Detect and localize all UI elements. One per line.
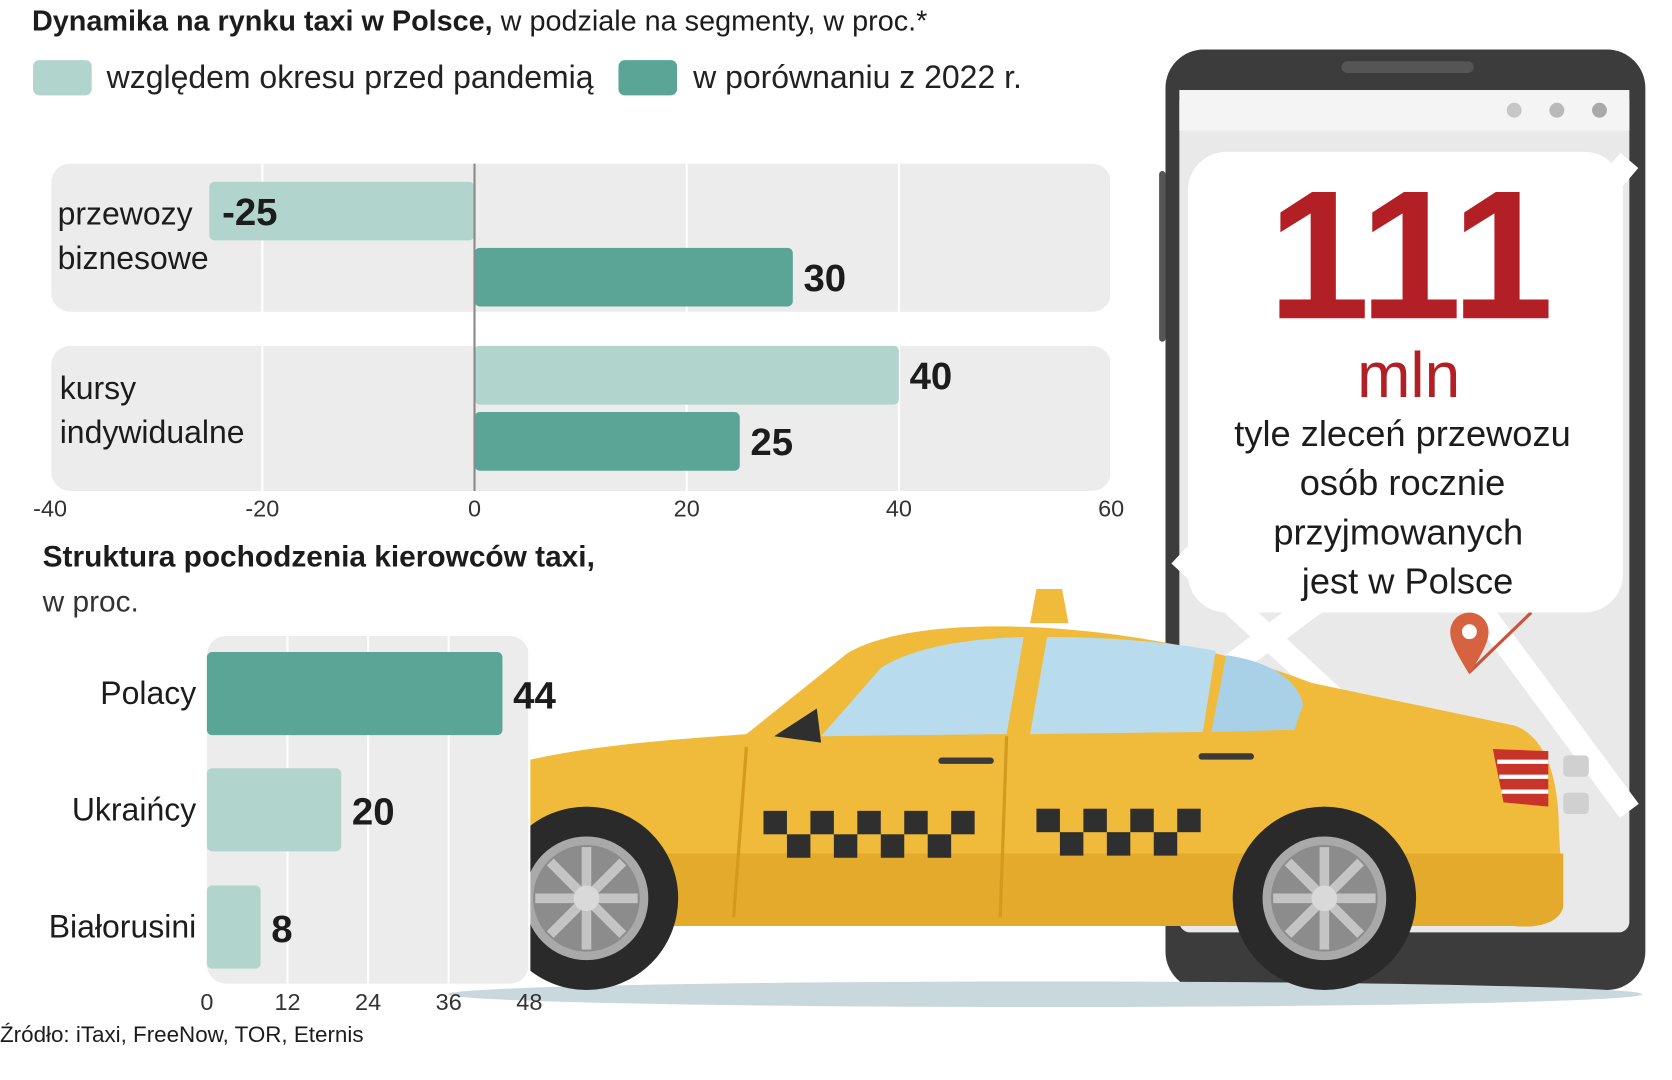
chart2-value-label: 20 xyxy=(352,791,395,834)
orders-number: 111 xyxy=(1268,152,1554,357)
chart2-value-label: 44 xyxy=(513,674,556,717)
chart2-category-label: Ukraińcy xyxy=(72,791,196,827)
orders-caption-line1: tyle zleceń przewozu xyxy=(1234,413,1570,454)
chart2-tick-label: 24 xyxy=(355,989,381,1015)
chart1-value-label: 25 xyxy=(750,421,793,464)
segment-dynamics-bar-chart: -25 40 30 25 -40 -20 0 20 40 60 przewozy bizneso… xyxy=(33,163,1124,522)
chart1-value-label: -25 xyxy=(222,191,277,234)
category-label-individual-line2: indywidualne xyxy=(60,414,245,450)
source-note: Źródło: iTaxi, FreeNow, TOR, Eternis xyxy=(0,1022,364,1047)
chart2-tick-label: 0 xyxy=(200,989,213,1015)
chart2-tick-label: 36 xyxy=(436,989,462,1015)
chart1-value-label: 30 xyxy=(803,257,846,300)
chart1-title: Dynamika na rynku taxi w Polsce, w podzi… xyxy=(32,5,927,37)
chart1-value-label: 40 xyxy=(910,355,953,398)
chart2-tick-label: 48 xyxy=(516,989,542,1015)
chart1-bar xyxy=(474,345,899,405)
orders-unit: mln xyxy=(1357,339,1460,411)
chart1-tick-label: 20 xyxy=(674,496,700,522)
chart1-bar xyxy=(474,247,793,307)
chart1-bar xyxy=(474,412,740,471)
category-label-individual: kursy indywidualne xyxy=(60,370,245,450)
legend-swatch-pre-pandemic xyxy=(33,60,92,96)
category-label-individual-line1: kursy xyxy=(60,370,136,406)
legend-label-pre-pandemic: względem okresu przed pandemią xyxy=(106,59,594,95)
chart2-bar xyxy=(206,885,261,969)
chart1-tick-label: 60 xyxy=(1098,496,1124,522)
chart2-title: Struktura pochodzenia kierowców taxi, xyxy=(43,541,595,574)
category-label-business-line2: biznesowe xyxy=(58,240,209,276)
chart1-tick-label: -40 xyxy=(33,496,67,522)
chart1-bar xyxy=(209,181,475,241)
orders-caption-line2: osób rocznie xyxy=(1300,462,1506,503)
chart1-tick-label: -20 xyxy=(245,496,279,522)
chart2-category-label: Polacy xyxy=(100,675,196,711)
chart1-tick-label: 40 xyxy=(886,496,912,522)
category-label-business: przewozy biznesowe xyxy=(58,195,209,276)
chart2-subtitle: w proc. xyxy=(42,585,139,618)
chart2-value-label: 8 xyxy=(271,908,292,951)
legend-label-2022: w porównaniu z 2022 r. xyxy=(692,59,1022,95)
legend-swatch-2022 xyxy=(618,60,678,96)
chart1-tick-label: 0 xyxy=(468,496,481,522)
orders-caption-line3: przyjmowanych xyxy=(1273,511,1523,552)
chart2-tick-label: 12 xyxy=(274,989,300,1015)
category-label-business-line1: przewozy xyxy=(58,195,193,231)
chart2-category-label: Białorusini xyxy=(49,909,196,945)
taxi-car-illustration xyxy=(413,589,1643,1008)
chart2-bar xyxy=(206,768,342,852)
orders-caption-line4: jest w Polsce xyxy=(1301,560,1514,601)
driver-origin-bar-chart: 44 20 8 0 12 24 36 48 Polacy Ukraińcy Białorusin… xyxy=(49,635,556,1015)
orders-caption: tyle zleceń przewozu osób rocznie przyjm… xyxy=(1234,413,1581,601)
chart2-bar xyxy=(206,651,503,736)
